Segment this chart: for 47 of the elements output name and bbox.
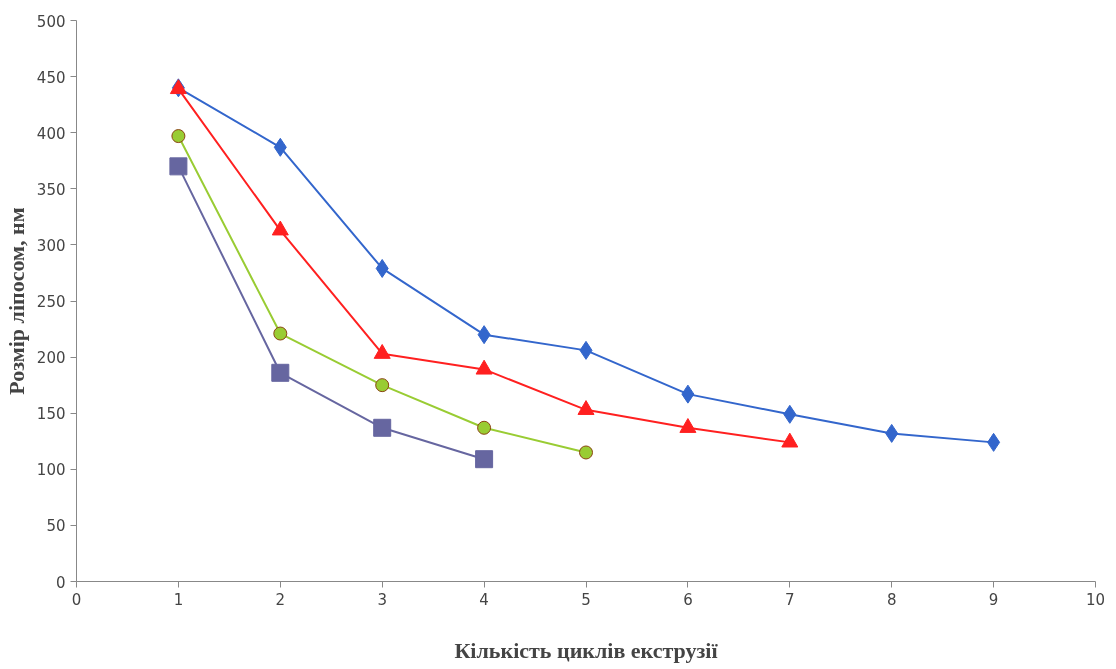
x-tick-label: 4 (479, 590, 489, 609)
x-tick-label: 0 (71, 590, 82, 609)
x-tick-label: 1 (173, 590, 184, 609)
y-tick-label: 300 (36, 236, 66, 255)
point (987, 432, 1001, 452)
point (373, 344, 391, 359)
x-tick-label: 2 (275, 590, 286, 609)
y-tick-label: 250 (36, 293, 66, 311)
x-tick-label: 3 (377, 590, 387, 609)
point (579, 340, 593, 360)
point (169, 157, 188, 176)
y-tick-label: 150 (36, 405, 66, 424)
x-tick-label: 10 (1085, 590, 1106, 609)
point (373, 418, 392, 437)
y-tick-label: 0 (55, 573, 66, 592)
point (273, 137, 287, 157)
point (271, 220, 289, 236)
point (475, 359, 493, 375)
y-tick-label: 50 (46, 517, 66, 536)
y-tick-label: 450 (36, 68, 66, 87)
x-tick-label: 9 (988, 590, 999, 609)
y-axis-title: Розмір ліпосом, нм (3, 207, 29, 395)
point (579, 445, 593, 460)
point (273, 326, 288, 341)
x-tick-label: 6 (683, 590, 693, 609)
point (171, 129, 186, 144)
point (475, 450, 494, 469)
y-tick-label: 400 (36, 124, 66, 143)
point (781, 432, 799, 448)
y-tick-label: 350 (36, 180, 66, 199)
point (577, 400, 595, 415)
point (477, 420, 492, 435)
point (679, 418, 697, 433)
x-axis-title: Кількість циклів екструзії (454, 637, 719, 663)
point (681, 384, 695, 404)
point (783, 404, 797, 424)
x-tick-label: 5 (581, 590, 591, 609)
y-tick-label: 200 (36, 349, 66, 368)
y-tick-label: 500 (36, 12, 66, 31)
point (375, 258, 389, 278)
x-tick-label: 8 (886, 590, 897, 609)
x-tick-label: 7 (785, 590, 795, 609)
point (271, 363, 290, 382)
y-tick-label: 100 (36, 461, 66, 480)
point (885, 423, 899, 443)
point (477, 325, 491, 345)
point (375, 378, 390, 393)
